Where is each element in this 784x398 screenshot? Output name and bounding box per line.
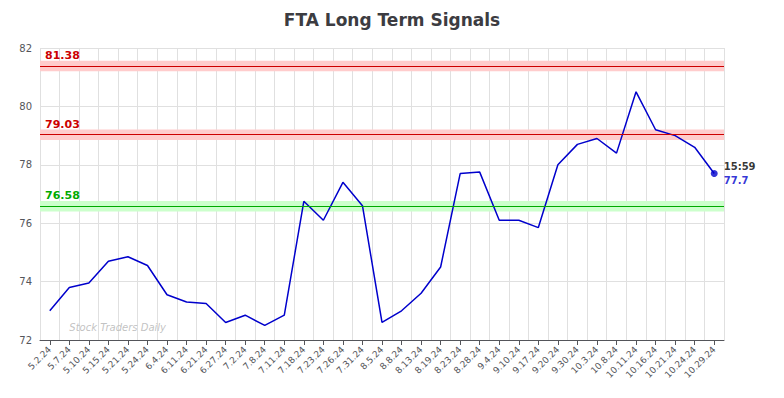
svg-text:10.29.24: 10.29.24 <box>682 344 718 380</box>
svg-text:76.58: 76.58 <box>45 189 80 202</box>
svg-text:5.7.24: 5.7.24 <box>45 344 73 372</box>
svg-text:Stock Traders Daily: Stock Traders Daily <box>69 322 167 333</box>
svg-text:5.24.24: 5.24.24 <box>120 344 152 376</box>
svg-text:10.21.24: 10.21.24 <box>643 344 679 380</box>
svg-text:5.15.24: 5.15.24 <box>80 344 112 376</box>
svg-text:10.16.24: 10.16.24 <box>623 344 660 380</box>
svg-text:81.38: 81.38 <box>45 49 80 62</box>
svg-text:8.19.24: 8.19.24 <box>412 344 445 376</box>
svg-text:9.20.24: 9.20.24 <box>530 344 562 376</box>
svg-text:8.23.24: 8.23.24 <box>432 344 464 376</box>
svg-text:10.8.24: 10.8.24 <box>588 344 620 376</box>
svg-text:77.7: 77.7 <box>724 175 749 186</box>
svg-text:9.30.24: 9.30.24 <box>549 344 581 376</box>
svg-text:5.21.24: 5.21.24 <box>100 344 132 376</box>
svg-text:9.4.24: 9.4.24 <box>475 344 503 372</box>
svg-text:6.21.24: 6.21.24 <box>178 344 210 376</box>
svg-text:8.5.24: 8.5.24 <box>358 344 386 372</box>
svg-text:8.28.24: 8.28.24 <box>452 344 484 376</box>
svg-text:15:59: 15:59 <box>724 161 756 172</box>
svg-text:8.13.24: 8.13.24 <box>393 344 425 376</box>
svg-text:9.17.24: 9.17.24 <box>510 344 542 376</box>
svg-text:FTA Long Term Signals: FTA Long Term Signals <box>284 10 500 30</box>
svg-text:7.2.24: 7.2.24 <box>221 344 249 372</box>
svg-text:80: 80 <box>19 101 32 112</box>
svg-text:6.27.24: 6.27.24 <box>198 344 230 376</box>
svg-text:7.8.24: 7.8.24 <box>241 344 269 372</box>
svg-text:7.31.24: 7.31.24 <box>335 344 367 376</box>
svg-text:7.23.24: 7.23.24 <box>295 344 327 376</box>
svg-text:79.03: 79.03 <box>45 118 80 131</box>
svg-text:82: 82 <box>19 43 32 54</box>
svg-text:78: 78 <box>19 159 32 170</box>
svg-text:7.11.24: 7.11.24 <box>256 344 288 376</box>
svg-text:9.10.24: 9.10.24 <box>491 344 523 376</box>
svg-text:72: 72 <box>19 335 32 346</box>
svg-text:7.26.24: 7.26.24 <box>315 344 347 376</box>
svg-text:7.18.24: 7.18.24 <box>276 344 308 376</box>
svg-text:10.11.24: 10.11.24 <box>604 344 640 380</box>
svg-text:6.4.24: 6.4.24 <box>143 344 171 372</box>
svg-text:10.3.24: 10.3.24 <box>569 344 601 376</box>
svg-text:76: 76 <box>19 218 32 229</box>
svg-text:10.24.24: 10.24.24 <box>662 344 699 380</box>
svg-text:5.2.24: 5.2.24 <box>26 344 54 372</box>
svg-text:5.10.24: 5.10.24 <box>61 344 93 376</box>
svg-text:74: 74 <box>19 276 32 287</box>
svg-text:8.8.24: 8.8.24 <box>377 344 406 372</box>
svg-text:6.11.24: 6.11.24 <box>158 344 191 376</box>
